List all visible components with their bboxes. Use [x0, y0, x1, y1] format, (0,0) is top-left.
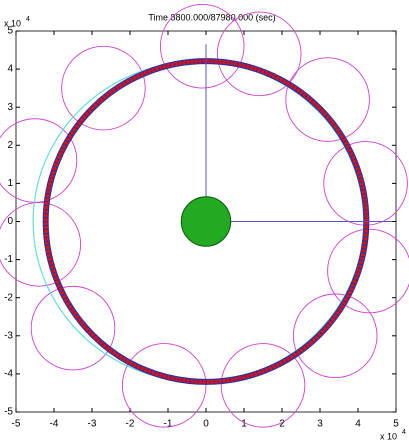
y-tick-label: -4	[4, 369, 13, 380]
y-tick-label: -1	[4, 254, 13, 265]
y-tick-label: 4	[7, 64, 13, 75]
x-tick-label: 3	[317, 419, 323, 430]
x-tick-label: 4	[355, 419, 361, 430]
x-tick-label: -5	[12, 419, 21, 430]
y-scale-base: x 10	[4, 18, 21, 28]
y-tick-label: 2	[7, 140, 13, 151]
y-tick-label: 3	[7, 102, 13, 113]
x-tick-label: -1	[164, 419, 173, 430]
chart: Time 8800.000/87980.000 (sec) -5 -4 -3 -2 -1…	[0, 0, 409, 448]
chart-title: Time 8800.000/87980.000 (sec)	[148, 12, 275, 22]
x-tick-label: 0	[203, 419, 209, 430]
earth	[181, 197, 230, 246]
x-tick-label: -3	[88, 419, 97, 430]
x-tick-label: -4	[50, 419, 59, 430]
x-tick-label: -2	[126, 419, 135, 430]
y-tick-label: -3	[4, 330, 13, 341]
y-tick-label: -5	[4, 407, 13, 418]
y-tick-label: 1	[7, 178, 13, 189]
y-tick-label: -2	[4, 292, 13, 303]
x-scale-exponent: 4	[402, 429, 406, 436]
x-tick-label: 2	[279, 419, 285, 430]
y-scale-exponent: 4	[26, 16, 30, 23]
y-tick-label: 0	[7, 216, 13, 227]
x-scale-base: x 10	[380, 431, 397, 441]
x-tick-label: 5	[393, 419, 399, 430]
